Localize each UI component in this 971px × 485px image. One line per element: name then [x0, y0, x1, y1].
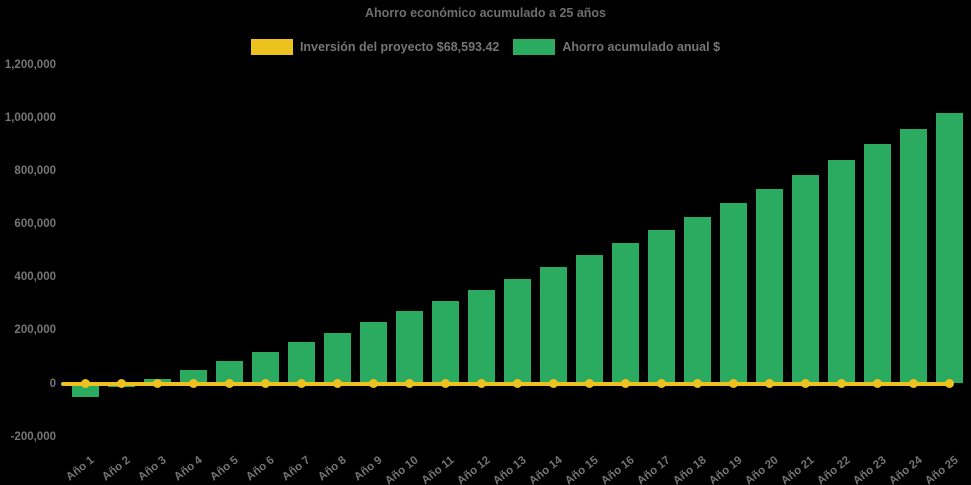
investment-point-año-20[interactable] — [764, 379, 774, 388]
bar-año-7[interactable] — [287, 342, 315, 384]
bar-año-22[interactable] — [827, 159, 855, 384]
investment-point-año-14[interactable] — [548, 379, 558, 388]
legend-item-savings[interactable]: Ahorro acumulado anual $ — [513, 39, 720, 55]
bar-año-12[interactable] — [467, 290, 495, 384]
investment-point-año-10[interactable] — [404, 379, 414, 388]
investment-point-año-25[interactable] — [944, 379, 954, 388]
bar-año-13[interactable] — [503, 279, 531, 384]
bar-año-9[interactable] — [359, 321, 387, 384]
x-axis-label-año-1: Año 1 — [64, 454, 97, 484]
investment-point-año-13[interactable] — [512, 379, 522, 388]
y-axis-tick-label: 600,000 — [14, 218, 56, 231]
investment-point-año-5[interactable] — [224, 379, 234, 388]
y-axis-tick-label: 1,200,000 — [4, 58, 56, 71]
investment-point-año-6[interactable] — [260, 379, 270, 388]
bar-año-23[interactable] — [863, 144, 891, 384]
investment-point-año-23[interactable] — [872, 379, 882, 388]
chart-title: Ahorro económico acumulado a 25 años — [364, 6, 607, 20]
y-axis-tick-label: -200,000 — [10, 430, 56, 443]
investment-point-año-17[interactable] — [656, 379, 666, 388]
bar-año-20[interactable] — [755, 189, 783, 384]
investment-swatch-icon — [250, 39, 293, 55]
investment-point-año-4[interactable] — [188, 379, 198, 388]
investment-point-año-16[interactable] — [620, 379, 630, 388]
y-axis-tick-label: 400,000 — [14, 271, 56, 284]
investment-point-año-7[interactable] — [296, 379, 306, 388]
y-axis-tick-label: 1,000,000 — [4, 112, 56, 124]
investment-point-año-2[interactable] — [116, 379, 126, 388]
y-axis-tick-label: 200,000 — [14, 324, 56, 337]
bar-año-16[interactable] — [611, 243, 639, 384]
bar-año-15[interactable] — [575, 254, 603, 384]
investment-point-año-19[interactable] — [728, 379, 738, 388]
bar-año-10[interactable] — [395, 310, 423, 384]
investment-point-año-15[interactable] — [584, 379, 594, 388]
y-axis-tick-label: 800,000 — [14, 165, 56, 178]
investment-point-año-8[interactable] — [332, 379, 342, 388]
bar-año-11[interactable] — [431, 300, 459, 384]
bar-año-19[interactable] — [719, 202, 747, 384]
investment-point-año-1[interactable] — [80, 379, 90, 388]
bar-año-21[interactable] — [791, 175, 819, 384]
bar-año-6[interactable] — [251, 351, 279, 384]
legend: Inversión del proyecto $68,593.42 Ahorro… — [0, 39, 971, 55]
legend-label-savings: Ahorro acumulado anual $ — [562, 40, 721, 54]
investment-line — [61, 381, 951, 386]
savings-swatch-icon — [513, 39, 556, 55]
bar-año-24[interactable] — [899, 128, 927, 384]
bar-año-5[interactable] — [215, 360, 243, 384]
bar-año-18[interactable] — [683, 217, 711, 384]
bar-año-1[interactable] — [71, 383, 99, 397]
investment-point-año-9[interactable] — [368, 379, 378, 388]
legend-item-investment[interactable]: Inversión del proyecto $68,593.42 — [250, 39, 500, 55]
investment-point-año-22[interactable] — [836, 379, 846, 388]
legend-label-investment: Inversión del proyecto $68,593.42 — [299, 40, 500, 54]
investment-point-año-21[interactable] — [800, 379, 810, 388]
investment-point-año-11[interactable] — [440, 379, 450, 388]
bar-año-4[interactable] — [179, 370, 207, 384]
bar-año-17[interactable] — [647, 230, 675, 384]
bar-año-14[interactable] — [539, 267, 567, 384]
investment-point-año-3[interactable] — [152, 379, 162, 388]
y-axis-tick-label: 0 — [49, 377, 56, 390]
bar-año-8[interactable] — [323, 332, 351, 384]
bar-año-25[interactable] — [935, 113, 963, 384]
investment-point-año-24[interactable] — [908, 379, 918, 388]
investment-point-año-12[interactable] — [476, 379, 486, 388]
investment-point-año-18[interactable] — [692, 379, 702, 388]
